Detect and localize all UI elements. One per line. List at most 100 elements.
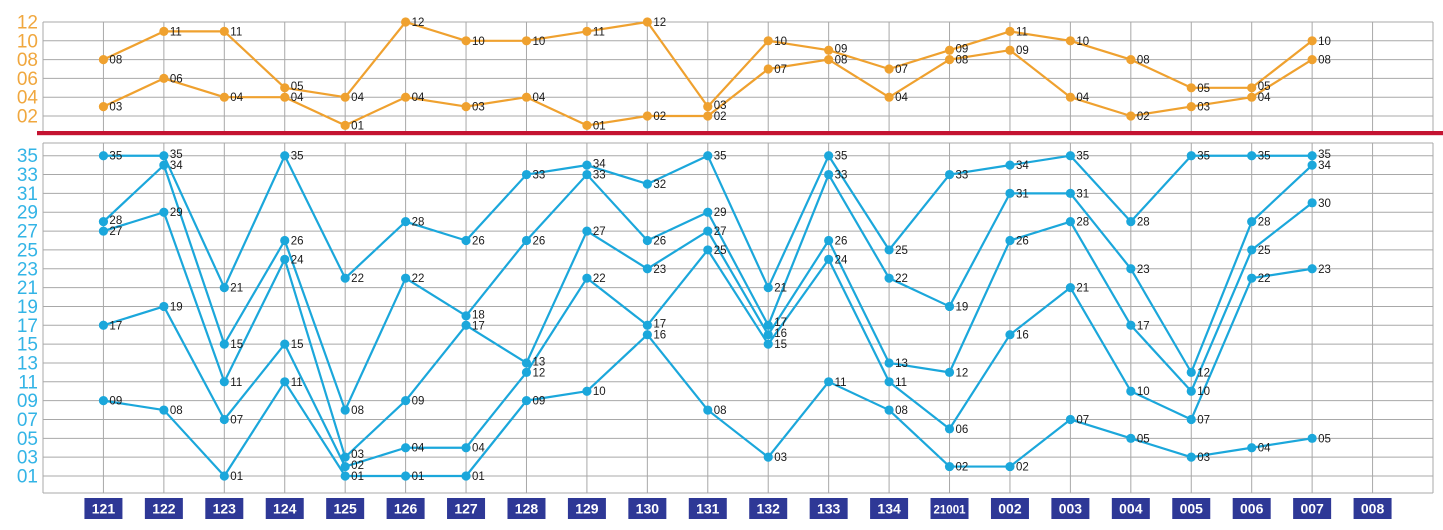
- y-axis-tick-label-front: 19: [17, 297, 38, 318]
- data-point-label: 27: [593, 226, 606, 238]
- data-point-label: 08: [170, 405, 183, 417]
- period-label: 21001: [934, 505, 967, 517]
- data-point: [582, 160, 592, 170]
- data-point: [340, 120, 350, 130]
- data-point-label: 08: [895, 405, 908, 417]
- data-point-label: 35: [1318, 149, 1331, 161]
- data-point-label: 03: [1197, 452, 1210, 464]
- data-point-label: 29: [714, 207, 727, 219]
- period-label-box: [870, 498, 909, 519]
- data-point-label: 03: [351, 449, 364, 461]
- data-point-label: 04: [412, 443, 425, 455]
- zone-separator-line: [37, 131, 1443, 136]
- data-point-label: 23: [1318, 264, 1331, 276]
- y-axis-tick-label-front: 13: [17, 353, 38, 374]
- period-label-box: [809, 498, 848, 519]
- data-point-label: 08: [956, 55, 969, 67]
- data-point: [1126, 55, 1136, 65]
- data-point: [219, 471, 229, 481]
- data-point-label: 11: [593, 26, 605, 38]
- data-point-label: 04: [1258, 92, 1271, 104]
- data-point: [1065, 283, 1075, 293]
- data-point-label: 35: [714, 151, 727, 163]
- data-point: [944, 55, 955, 65]
- data-point-label: 26: [653, 236, 666, 248]
- period-label: 124: [273, 501, 297, 517]
- data-point-label: 28: [1076, 217, 1089, 229]
- y-axis-tick-label-front: 27: [17, 222, 38, 243]
- data-point: [280, 377, 290, 387]
- data-point-label: 35: [109, 151, 122, 163]
- y-axis-tick-label-front: 09: [17, 391, 38, 412]
- data-point: [642, 179, 652, 189]
- data-point-label: 22: [351, 273, 364, 285]
- data-point: [219, 92, 229, 102]
- data-point-label: 34: [1318, 160, 1331, 172]
- data-point-label: 03: [109, 102, 122, 114]
- data-point: [280, 235, 290, 246]
- data-point: [944, 301, 955, 312]
- data-point-label: 17: [472, 320, 485, 332]
- data-point: [642, 264, 652, 274]
- data-point: [461, 471, 471, 481]
- period-label-box: [688, 498, 727, 519]
- data-point: [1307, 264, 1317, 274]
- x-axis-periods: 121 122 123 124 125 126 127 128 129 130 131 132 133 1…: [84, 498, 1392, 519]
- data-point: [1307, 151, 1317, 161]
- data-point: [1126, 320, 1136, 330]
- data-point: [1065, 36, 1075, 46]
- data-point-label: 03: [774, 452, 787, 464]
- data-point: [884, 377, 894, 387]
- data-point: [340, 92, 350, 102]
- data-point-label: 01: [230, 471, 243, 483]
- data-point: [280, 151, 290, 161]
- y-axis-tick-label-front: 15: [17, 335, 38, 356]
- data-point: [642, 17, 652, 27]
- data-point: [642, 111, 652, 121]
- data-point-label: 07: [774, 64, 787, 76]
- data-point: [98, 102, 109, 112]
- data-point: [824, 235, 834, 246]
- data-point: [98, 226, 109, 236]
- data-point: [582, 273, 592, 283]
- data-point: [521, 92, 532, 102]
- data-point: [884, 273, 894, 283]
- data-point: [884, 92, 894, 102]
- data-point-label: 33: [835, 170, 848, 182]
- period-label: 128: [515, 501, 539, 517]
- period-label: 006: [1240, 501, 1264, 517]
- data-point-label: 02: [1137, 111, 1150, 123]
- data-point-label: 05: [1318, 433, 1331, 445]
- data-point: [401, 396, 411, 406]
- data-point: [582, 26, 592, 36]
- data-point: [461, 36, 471, 46]
- data-point-label: 09: [109, 396, 122, 408]
- data-point-label: 03: [714, 100, 727, 112]
- data-point-label: 02: [714, 111, 727, 123]
- data-point-label: 16: [1016, 330, 1029, 342]
- data-point-label: 11: [1016, 26, 1028, 38]
- data-point: [1307, 36, 1317, 46]
- y-axis-tick-label-front: 25: [17, 240, 38, 261]
- period-label-box: [1293, 498, 1332, 519]
- data-point-label: 15: [291, 339, 304, 351]
- data-point-label: 10: [1318, 36, 1331, 48]
- data-point-label: 26: [835, 236, 848, 248]
- data-point: [1307, 433, 1317, 443]
- period-label-box: [84, 498, 123, 519]
- data-point: [824, 45, 834, 55]
- period-label: 127: [454, 501, 478, 517]
- data-point-label: 02: [956, 462, 969, 474]
- data-point-label: 10: [1076, 36, 1089, 48]
- data-point-label: 28: [1137, 217, 1150, 229]
- data-point-label: 15: [230, 339, 243, 351]
- period-label-box: [386, 498, 425, 519]
- data-point-label: 33: [532, 170, 545, 182]
- data-point: [1247, 443, 1257, 453]
- data-point: [159, 151, 169, 161]
- period-label-box: [1111, 498, 1150, 519]
- y-axis-tick-label-front: 31: [17, 184, 38, 205]
- data-point-label: 34: [1016, 160, 1029, 172]
